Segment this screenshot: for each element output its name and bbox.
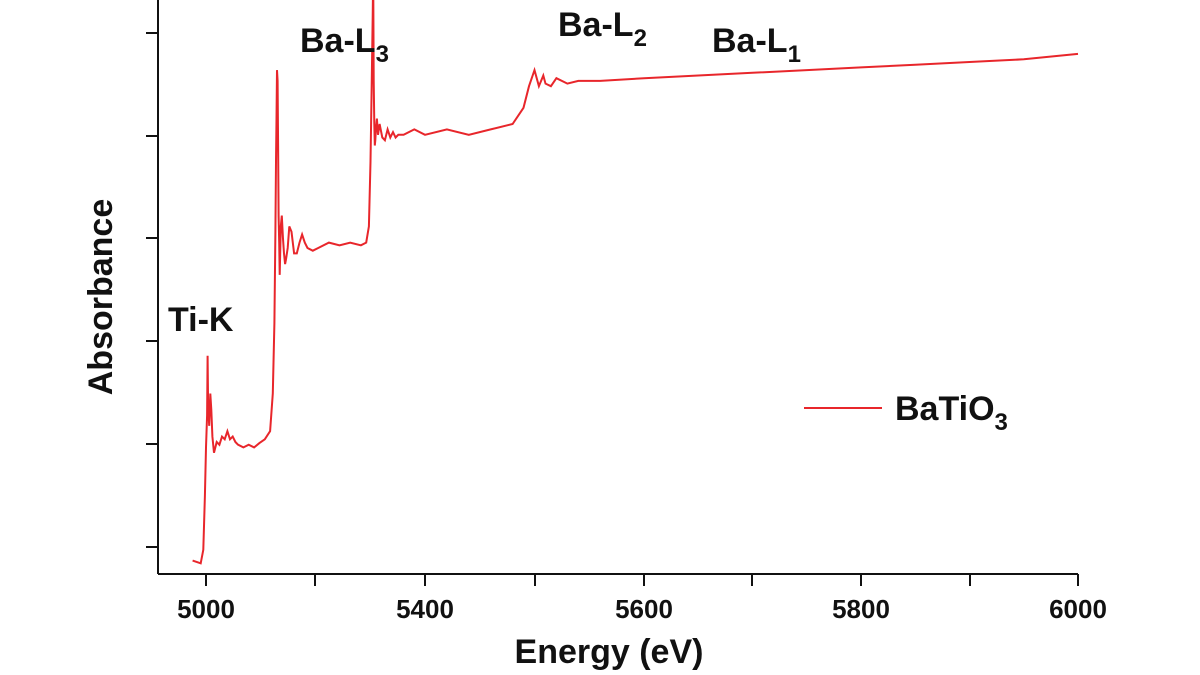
label-ti-k: Ti-K (168, 301, 234, 339)
label-ti-k-main: Ti-K (168, 301, 234, 339)
x-tick-label: 5000 (177, 594, 235, 624)
x-axis-label: Energy (eV) (515, 633, 704, 671)
x-tick-label: 5600 (615, 594, 673, 624)
label-ba-l3-main: Ba-L (300, 22, 376, 60)
legend-label: BaTiO3 (895, 390, 1008, 436)
y-axis-label: Absorbance (82, 199, 120, 396)
x-tick-label: 6000 (1049, 594, 1107, 624)
label-ba-l1-main: Ba-L (712, 22, 788, 60)
label-ba-l3-sub: 3 (376, 41, 389, 68)
legend-label-sub: 3 (995, 409, 1008, 436)
label-ba-l2-main: Ba-L (558, 6, 634, 44)
legend-label-main: BaTiO (895, 390, 995, 428)
axes (157, 0, 1078, 575)
label-ba-l2-sub: 2 (634, 25, 647, 52)
label-ba-l2: Ba-L2 (558, 6, 647, 52)
label-ba-l1: Ba-L1 (712, 22, 801, 68)
x-tick-labels: 5000 5400 5600 5800 6000 (177, 594, 1107, 624)
label-ba-l1-sub: 1 (788, 41, 801, 68)
legend: BaTiO3 (804, 390, 1008, 436)
x-tick-label: 5400 (396, 594, 454, 624)
label-ba-l3: Ba-L3 (300, 22, 389, 68)
x-tick-label: 5800 (832, 594, 890, 624)
series-line-batio3 (192, 0, 1079, 565)
x-ticks (205, 574, 1079, 586)
y-ticks (146, 32, 158, 548)
